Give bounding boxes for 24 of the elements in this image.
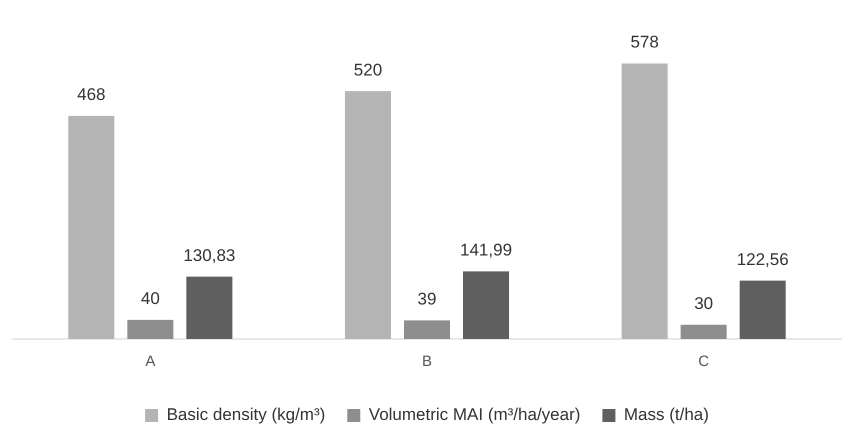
data-label: 39 [418, 290, 436, 309]
bar [680, 324, 727, 339]
x-tick-label: A [145, 353, 156, 370]
data-label: 40 [140, 289, 160, 308]
data-label: 122,56 [736, 250, 789, 269]
data-label: 30 [694, 294, 714, 313]
bar [127, 320, 174, 339]
bar [186, 276, 232, 339]
data-label: 520 [354, 60, 382, 80]
bar [463, 271, 510, 339]
legend-label: Mass (t/ha) [624, 405, 709, 424]
data-label: 141,99 [460, 240, 512, 260]
legend-label: Basic density (kg/m³) [166, 405, 326, 424]
x-tick-label: C [698, 353, 710, 370]
data-label: 468 [77, 85, 106, 104]
x-tick-label: B [422, 353, 432, 370]
bar [68, 116, 114, 339]
data-label: 130,83 [183, 246, 236, 265]
data-label: 578 [630, 32, 659, 52]
bar [404, 320, 450, 339]
legend-label: Volumetric MAI (m³/ha/year) [368, 405, 580, 424]
bar [740, 280, 786, 339]
bar [344, 91, 391, 339]
bar [622, 63, 668, 339]
